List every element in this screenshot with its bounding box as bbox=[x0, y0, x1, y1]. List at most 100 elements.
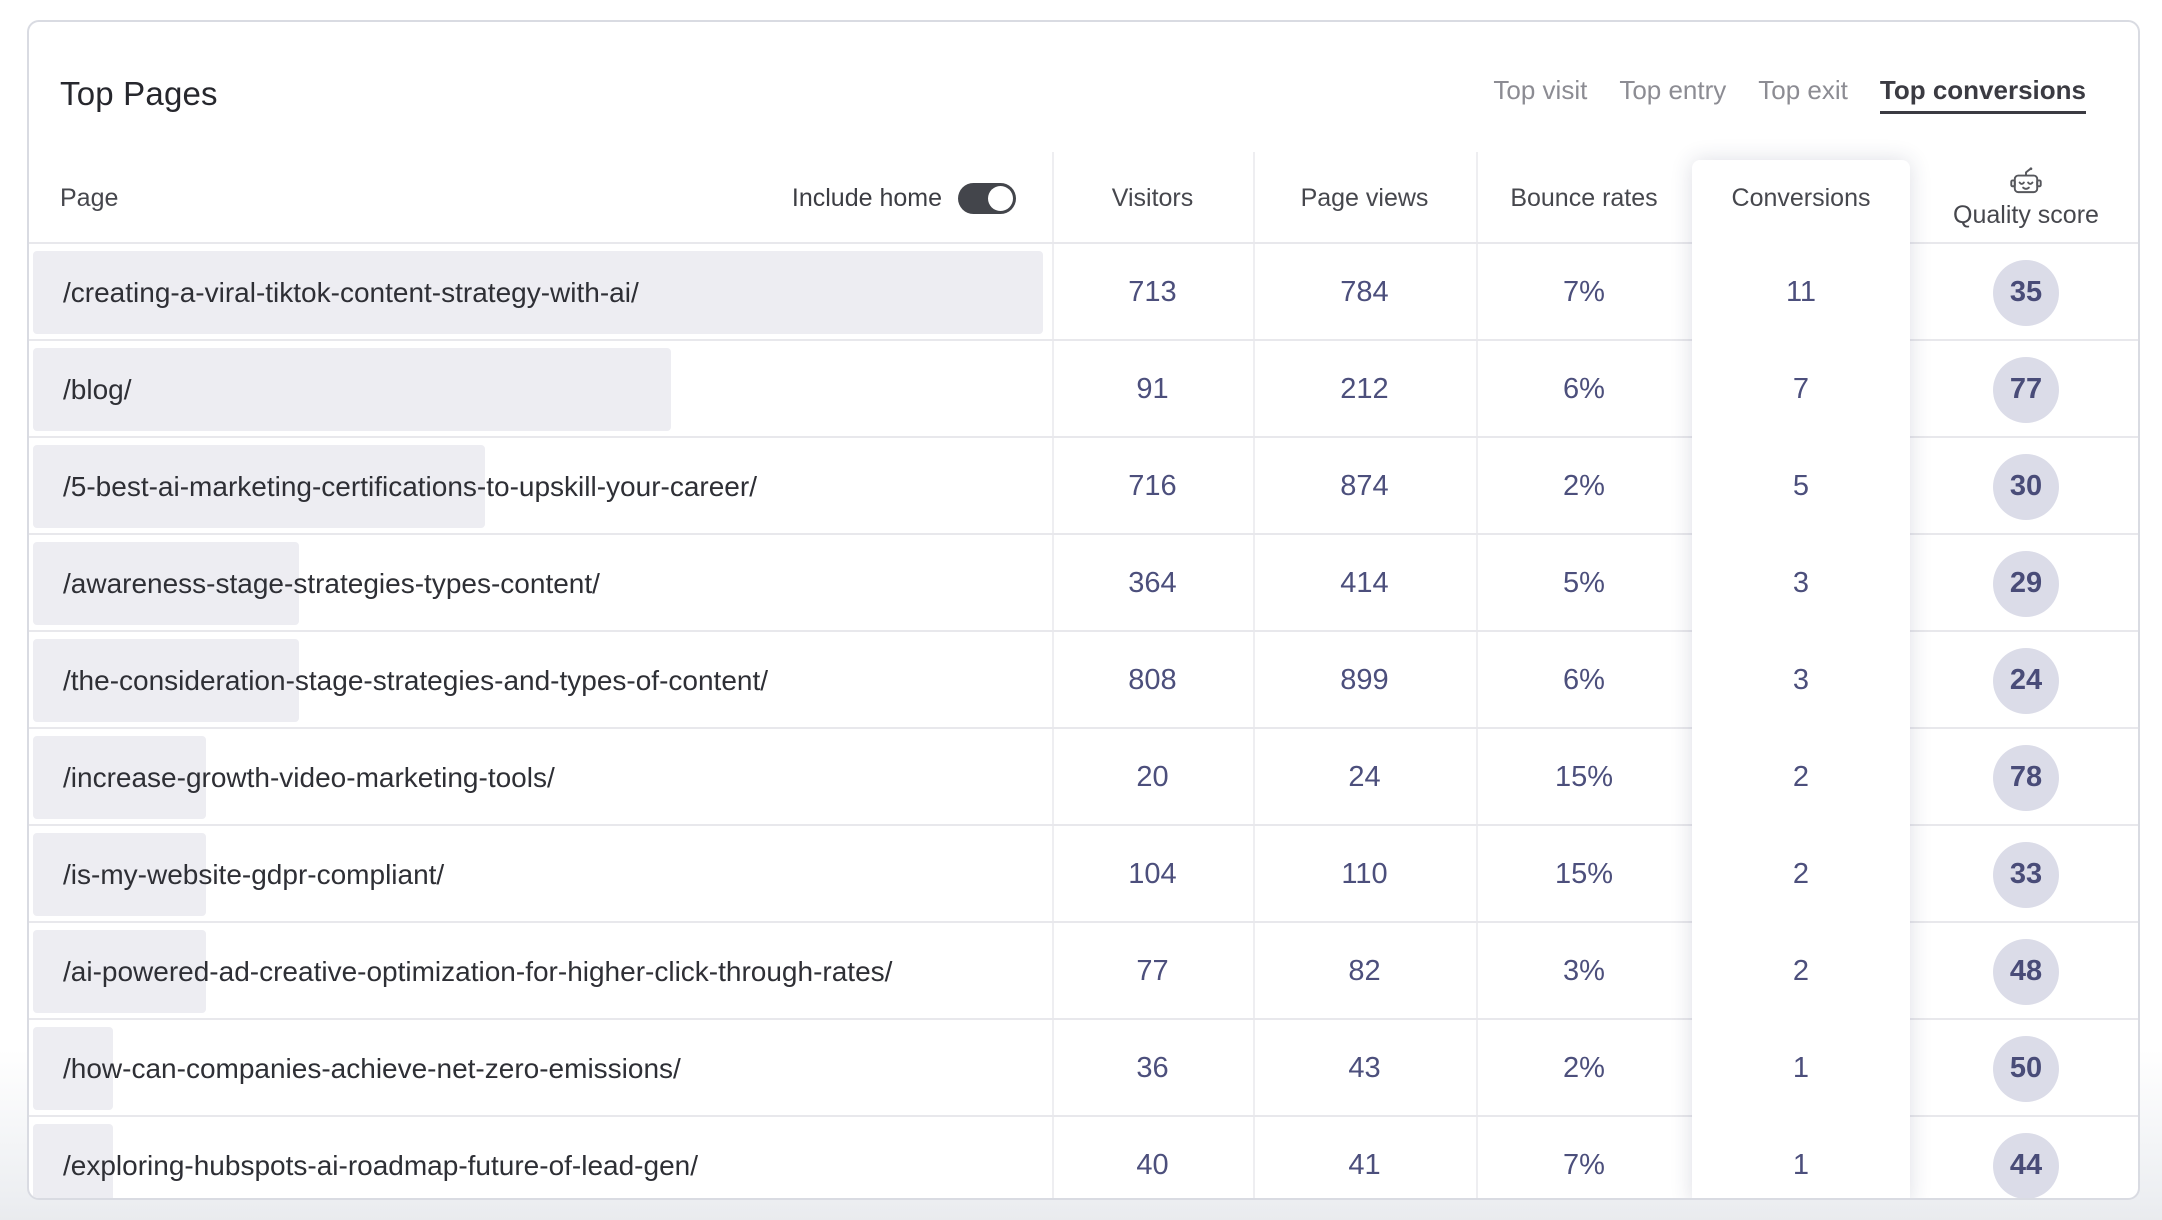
table-row: /increase-growth-video-marketing-tools/2… bbox=[29, 729, 2138, 826]
conversions-value: 2 bbox=[1792, 955, 1810, 987]
column-header-visitors: Visitors bbox=[1111, 183, 1194, 212]
column-header-conversions: Conversions bbox=[1731, 183, 1871, 212]
robot-icon bbox=[2010, 167, 2042, 194]
table-row: /blog/91 212 6% 7 77 bbox=[29, 341, 2138, 438]
page-views-value: 110 bbox=[1341, 858, 1388, 890]
bounce-rate-value: 2% bbox=[1563, 470, 1605, 502]
tab-top-exit[interactable]: Top exit bbox=[1758, 74, 1848, 105]
visitors-value: 77 bbox=[1136, 955, 1169, 987]
row-separator bbox=[29, 630, 2138, 632]
table-row: /exploring-hubspots-ai-roadmap-future-of… bbox=[29, 1117, 2138, 1198]
page-views-value: 43 bbox=[1348, 1052, 1381, 1084]
bounce-rate-value: 15% bbox=[1554, 761, 1614, 793]
row-separator bbox=[29, 242, 2138, 244]
conversions-magnitude-bar bbox=[33, 1124, 113, 1198]
page-views-value: 874 bbox=[1340, 470, 1389, 502]
page-link[interactable]: /exploring-hubspots-ai-roadmap-future-of… bbox=[63, 1149, 699, 1181]
quality-score-cell: 77 bbox=[1910, 341, 2138, 438]
table-row: /is-my-website-gdpr-compliant/104 110 15% 2… bbox=[29, 826, 2138, 923]
row-separator bbox=[29, 339, 2138, 341]
table-header-row: Page Include home Visitors Page views Bo… bbox=[29, 152, 2138, 244]
page-link[interactable]: /ai-powered-ad-creative-optimization-for… bbox=[63, 955, 893, 987]
visitors-value: 36 bbox=[1136, 1052, 1169, 1084]
bounce-rate-value: 3% bbox=[1563, 955, 1605, 987]
quality-score-badge: 77 bbox=[1993, 356, 2059, 423]
toggle-knob bbox=[988, 185, 1013, 211]
column-header-page: Page bbox=[60, 183, 119, 212]
column-divider bbox=[1253, 152, 1255, 1198]
visitors-value: 40 bbox=[1136, 1149, 1169, 1181]
page-views-value: 24 bbox=[1348, 761, 1381, 793]
include-home-toggle[interactable] bbox=[958, 182, 1016, 214]
page-views-value: 899 bbox=[1340, 664, 1389, 696]
quality-score-badge: 24 bbox=[1993, 647, 2059, 714]
visitors-value: 104 bbox=[1128, 858, 1177, 890]
table-row: /the-consideration-stage-strategies-and-… bbox=[29, 632, 2138, 729]
conversions-highlight-panel bbox=[1692, 160, 1910, 1198]
table-body: /creating-a-viral-tiktok-content-strateg… bbox=[29, 244, 2138, 1198]
page-link[interactable]: /creating-a-viral-tiktok-content-strateg… bbox=[63, 276, 639, 308]
quality-score-badge: 44 bbox=[1993, 1132, 2059, 1198]
visitors-value: 91 bbox=[1136, 373, 1169, 405]
conversions-value: 3 bbox=[1792, 567, 1810, 599]
conversions-magnitude-bar bbox=[33, 445, 485, 528]
bounce-rate-value: 6% bbox=[1563, 664, 1605, 696]
column-divider bbox=[1476, 152, 1478, 1198]
table-row: /ai-powered-ad-creative-optimization-for… bbox=[29, 923, 2138, 1020]
bounce-rate-value: 2% bbox=[1563, 1052, 1605, 1084]
conversions-magnitude-bar bbox=[33, 930, 206, 1013]
bounce-rate-value: 7% bbox=[1563, 276, 1605, 308]
visitors-value: 808 bbox=[1128, 664, 1177, 696]
visitors-value: 364 bbox=[1128, 567, 1177, 599]
include-home-control: Include home bbox=[791, 182, 1016, 214]
page-link[interactable]: /awareness-stage-strategies-types-conten… bbox=[63, 567, 600, 599]
quality-score-badge: 35 bbox=[1993, 259, 2059, 326]
column-header-quality-score: Quality score bbox=[1953, 201, 2099, 229]
page-link[interactable]: /blog/ bbox=[63, 373, 132, 405]
quality-score-cell: 30 bbox=[1910, 438, 2138, 535]
page-link[interactable]: /is-my-website-gdpr-compliant/ bbox=[63, 858, 445, 890]
quality-score-cell: 35 bbox=[1910, 244, 2138, 341]
conversions-value: 1 bbox=[1792, 1052, 1810, 1084]
page-link[interactable]: /5-best-ai-marketing-certifications-to-u… bbox=[63, 470, 757, 502]
page-link[interactable]: /the-consideration-stage-strategies-and-… bbox=[63, 664, 769, 696]
conversions-magnitude-bar bbox=[33, 639, 299, 722]
conversions-magnitude-bar bbox=[33, 542, 299, 625]
quality-score-badge: 33 bbox=[1993, 841, 2059, 908]
quality-score-badge: 30 bbox=[1993, 453, 2059, 520]
quality-score-cell: 24 bbox=[1910, 632, 2138, 729]
quality-score-badge: 48 bbox=[1993, 938, 2059, 1005]
table-row: /creating-a-viral-tiktok-content-strateg… bbox=[29, 244, 2138, 341]
bounce-rate-value: 5% bbox=[1563, 567, 1605, 599]
quality-score-cell: 50 bbox=[1910, 1020, 2138, 1117]
bounce-rate-value: 7% bbox=[1563, 1149, 1605, 1181]
page-link[interactable]: /increase-growth-video-marketing-tools/ bbox=[63, 761, 555, 793]
conversions-value: 2 bbox=[1792, 761, 1810, 793]
quality-score-badge: 29 bbox=[1993, 550, 2059, 617]
conversions-magnitude-bar bbox=[33, 251, 1043, 334]
row-separator bbox=[29, 824, 2138, 826]
include-home-label: Include home bbox=[791, 183, 942, 212]
page-views-value: 41 bbox=[1348, 1149, 1381, 1181]
page-views-value: 784 bbox=[1340, 276, 1389, 308]
tab-top-visit[interactable]: Top visit bbox=[1493, 74, 1588, 105]
column-header-page-cell: Page Include home bbox=[29, 152, 1052, 244]
table-row: /awareness-stage-strategies-types-conten… bbox=[29, 535, 2138, 632]
page-views-value: 414 bbox=[1340, 567, 1389, 599]
conversions-magnitude-bar bbox=[33, 348, 671, 431]
conversions-value: 2 bbox=[1792, 858, 1810, 890]
tab-top-conversions[interactable]: Top conversions bbox=[1879, 75, 2086, 114]
top-pages-card: Top Pages Top visit Top entry Top exit Top … bbox=[27, 20, 2140, 1200]
page-views-value: 82 bbox=[1348, 955, 1381, 987]
page-link[interactable]: /how-can-companies-achieve-net-zero-emis… bbox=[63, 1052, 681, 1084]
tab-top-entry[interactable]: Top entry bbox=[1619, 74, 1727, 105]
table-row: /5-best-ai-marketing-certifications-to-u… bbox=[29, 438, 2138, 535]
conversions-magnitude-bar bbox=[33, 736, 206, 819]
conversions-value: 7 bbox=[1792, 373, 1810, 405]
column-header-bounce-rates: Bounce rates bbox=[1510, 183, 1658, 212]
tab-bar: Top visit Top entry Top exit Top conversion… bbox=[1493, 75, 2086, 114]
conversions-value: 1 bbox=[1792, 1149, 1810, 1181]
bounce-rate-value: 15% bbox=[1554, 858, 1614, 890]
conversions-value: 3 bbox=[1792, 664, 1810, 696]
page-views-value: 212 bbox=[1340, 373, 1389, 405]
